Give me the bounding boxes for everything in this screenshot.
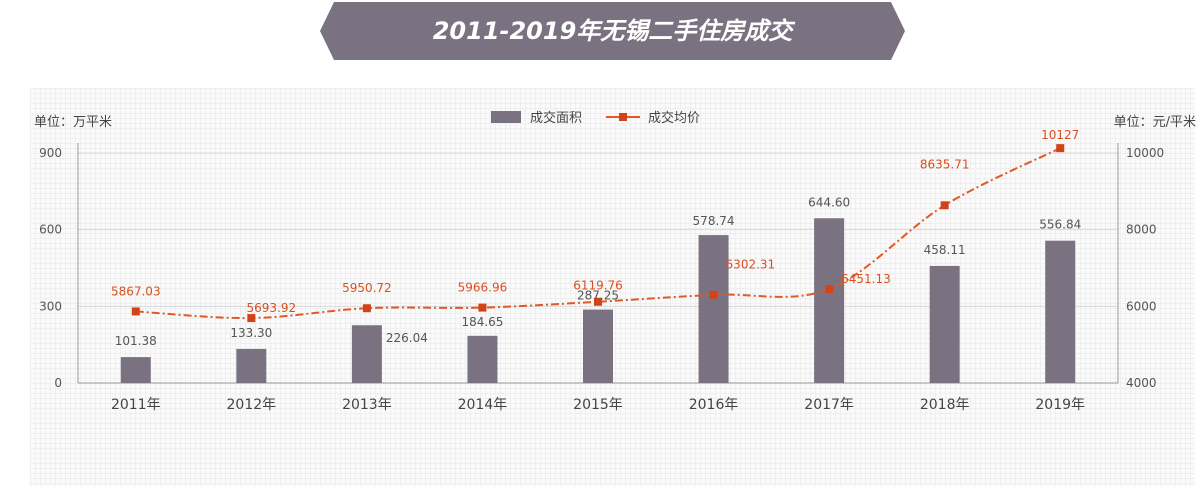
bar: [236, 348, 267, 383]
bar-value-label: 101.38: [115, 334, 157, 348]
bar-value-label: 287.25: [577, 289, 619, 303]
legend-line-label: 成交均价: [648, 110, 700, 126]
line-value-label: 6451.13: [841, 272, 891, 286]
right-tick-label: 6000: [1126, 299, 1157, 313]
price-point: [478, 303, 487, 312]
bar: [583, 309, 613, 383]
x-tick-label: 2012年: [227, 397, 277, 413]
line-value-label: 8635.71: [920, 157, 970, 171]
bar-value-label: 644.60: [808, 195, 850, 209]
price-line: [135, 147, 1061, 320]
price-point: [940, 201, 949, 210]
price-point: [825, 285, 834, 294]
line-value-label: 5950.72: [342, 281, 392, 295]
right-tick-label: 8000: [1126, 223, 1157, 237]
bar: [351, 325, 382, 383]
chart-title: 2011-2019年无锡二手住房成交: [432, 17, 793, 45]
bar-value-label: 556.84: [1039, 218, 1081, 232]
left-tick-label: 300: [39, 299, 62, 313]
price-point: [247, 314, 256, 323]
line-value-label: 6302.31: [726, 258, 776, 272]
price-point: [709, 290, 718, 299]
price-point: [131, 307, 140, 316]
plot-background: [30, 88, 1195, 486]
x-tick-label: 2019年: [1035, 397, 1085, 413]
x-tick-label: 2016年: [689, 397, 739, 413]
legend-bar-label: 成交面积: [530, 110, 582, 126]
x-tick-label: 2011年: [111, 397, 161, 413]
x-tick-label: 2017年: [804, 397, 854, 413]
bar: [467, 335, 498, 383]
line-value-label: 5867.03: [111, 284, 161, 298]
right-tick-label: 10000: [1126, 146, 1164, 160]
left-axis-unit-label: 单位：万平米: [34, 115, 112, 130]
bar-value-label: 133.30: [230, 326, 272, 340]
x-tick-label: 2014年: [458, 397, 508, 413]
line-value-label: 10127: [1041, 128, 1079, 142]
left-tick-label: 0: [54, 376, 62, 390]
legend-bar-swatch: [491, 111, 521, 123]
bar: [929, 265, 960, 383]
legend-line-marker: [619, 113, 627, 121]
bar-value-label: 458.11: [924, 243, 966, 257]
price-point: [362, 304, 371, 313]
line-value-label: 6119.76: [573, 279, 623, 293]
x-tick-label: 2018年: [920, 397, 970, 413]
left-tick-label: 600: [39, 223, 62, 237]
x-tick-label: 2015年: [573, 397, 623, 413]
bar-value-label: 184.65: [461, 315, 503, 329]
bar: [698, 235, 729, 383]
bar: [1045, 240, 1076, 383]
line-value-label: 5966.96: [458, 281, 508, 295]
right-axis-unit-label: 单位：元/平米: [1114, 115, 1196, 130]
x-tick-label: 2013年: [342, 397, 392, 413]
right-tick-label: 4000: [1126, 376, 1157, 390]
line-value-label: 5693.92: [247, 301, 297, 315]
title-banner: [320, 2, 905, 60]
bar: [120, 357, 151, 383]
price-point: [594, 297, 602, 306]
bar-value-label: 578.74: [693, 214, 735, 228]
bar-value-label: 226.04: [386, 331, 428, 345]
bar: [814, 218, 845, 383]
price-point: [1056, 144, 1065, 153]
left-tick-label: 900: [39, 146, 62, 160]
